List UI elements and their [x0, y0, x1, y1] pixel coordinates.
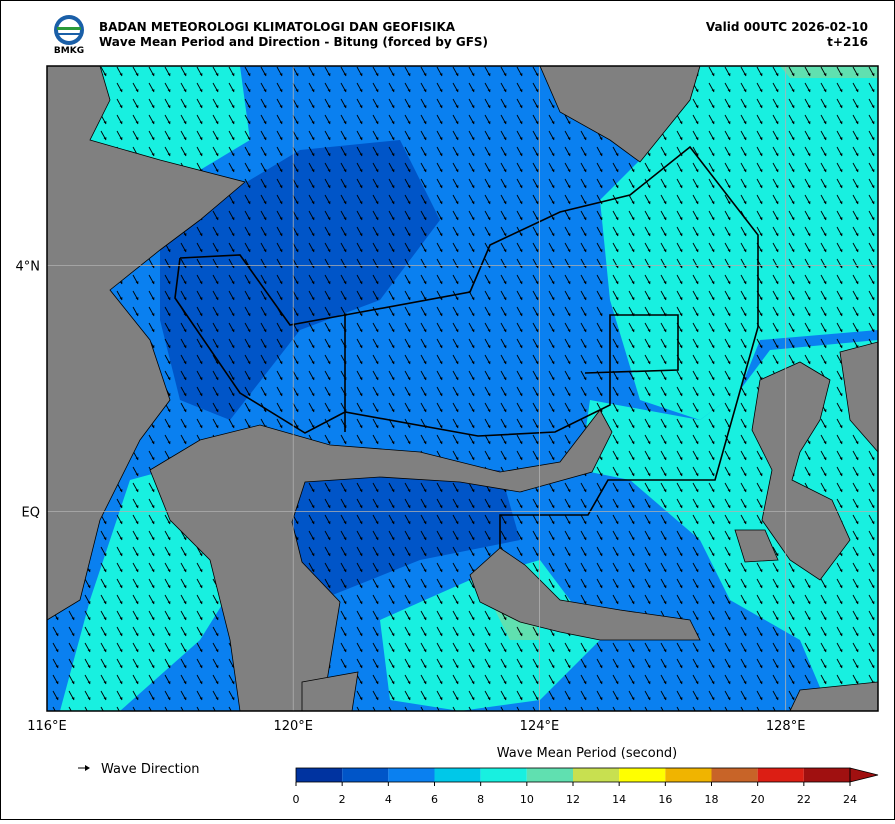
- colorbar-title: Wave Mean Period (second): [497, 746, 678, 761]
- colorbar-segment: [757, 768, 804, 782]
- land: [469, 547, 701, 641]
- colorbar-segment: [526, 768, 573, 782]
- colorbar-segment: [342, 768, 389, 782]
- colorbar-segment: [573, 768, 620, 782]
- y-tick-label: EQ: [22, 505, 40, 520]
- land: [751, 361, 851, 581]
- land: [301, 671, 359, 711]
- colorbar-tick-label: 14: [612, 793, 626, 806]
- land: [149, 409, 613, 711]
- colorbar-segment: [619, 768, 666, 782]
- colorbar-segment: [296, 768, 343, 782]
- colorbar-segment: [388, 768, 435, 782]
- colorbar-segment: [480, 768, 527, 782]
- colorbar-tick-label: 24: [843, 793, 857, 806]
- logo: BMKG: [54, 15, 84, 56]
- y-tick-label: 4°N: [16, 260, 41, 275]
- colorbar-segment: [665, 768, 712, 782]
- colorbar-tick-label: 16: [658, 793, 672, 806]
- colorbar-tick-label: 10: [520, 793, 534, 806]
- colorbar-segment: [803, 768, 850, 782]
- region-boundary: [174, 257, 679, 437]
- land: [734, 529, 779, 563]
- land: [789, 681, 878, 711]
- title: BADAN METEOROLOGI KLIMATOLOGI DAN GEOFIS…: [99, 20, 456, 34]
- map: [47, 66, 878, 711]
- colorbar-segment: [434, 768, 481, 782]
- lead-time: t+216: [827, 35, 868, 49]
- colorbar-tick-label: 8: [477, 793, 484, 806]
- colorbar-tick-label: 12: [566, 793, 580, 806]
- map-frame: [46, 65, 879, 712]
- land: [539, 66, 701, 163]
- x-tick-label: 116°E: [27, 719, 67, 734]
- colorbar-tick-label: 18: [705, 793, 719, 806]
- logo-text: BMKG: [54, 46, 84, 56]
- legend-direction: Wave Direction: [101, 762, 200, 777]
- legend-arrow-head: [85, 765, 90, 771]
- region-boundary: [179, 145, 759, 548]
- colorbar-tick-label: 4: [385, 793, 392, 806]
- land: [47, 66, 246, 621]
- colorbar-tick-label: 22: [797, 793, 811, 806]
- x-tick-label: 120°E: [273, 719, 313, 734]
- colorbar-tick-label: 0: [293, 793, 300, 806]
- x-tick-label: 128°E: [766, 719, 806, 734]
- subtitle: Wave Mean Period and Direction - Bitung …: [99, 35, 488, 49]
- colorbar-tick-label: 2: [339, 793, 346, 806]
- colorbar-segment: [711, 768, 758, 782]
- colorbar-tick-label: 6: [431, 793, 438, 806]
- x-tick-label: 124°E: [520, 719, 560, 734]
- land: [839, 341, 878, 453]
- colorbar-tick-label: 20: [751, 793, 765, 806]
- valid-time: Valid 00UTC 2026-02-10: [706, 20, 868, 34]
